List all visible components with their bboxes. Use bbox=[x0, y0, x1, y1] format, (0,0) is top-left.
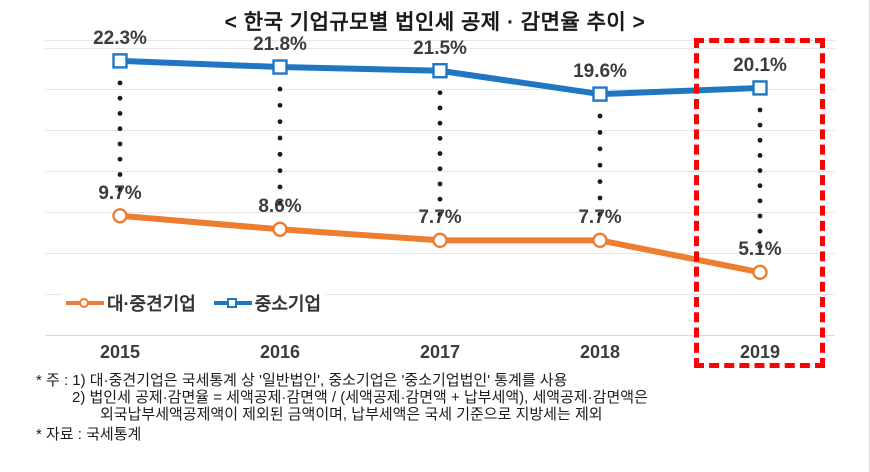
x-axis-tick-label: 2018 bbox=[579, 342, 621, 362]
data-point-marker[interactable] bbox=[432, 63, 448, 79]
data-point-marker[interactable] bbox=[432, 232, 448, 249]
footnote-source: * 자료 : 국세통계 bbox=[36, 426, 142, 443]
data-label: 21.8% bbox=[253, 34, 307, 56]
legend: 대·중견기업 중소기업 bbox=[62, 289, 326, 317]
data-point-marker[interactable] bbox=[752, 264, 768, 281]
x-axis-tick-label: 2016 bbox=[259, 342, 301, 362]
x-axis-tick-label: 2015 bbox=[99, 342, 141, 362]
data-label: 8.6% bbox=[258, 196, 302, 218]
page-title: < 한국 기업규모별 법인세 공제 · 감면율 추이 > bbox=[224, 11, 646, 34]
legend-label: 중소기업 bbox=[254, 294, 322, 314]
legend-marker-circle-icon bbox=[66, 296, 104, 310]
data-point-marker[interactable] bbox=[272, 221, 288, 237]
gridline bbox=[45, 130, 835, 131]
data-label: 5.1% bbox=[738, 239, 782, 261]
data-point-marker[interactable] bbox=[112, 208, 128, 224]
x-axis-tick-label: 2019 bbox=[739, 342, 781, 362]
gridline bbox=[45, 253, 835, 254]
data-point-marker[interactable] bbox=[272, 59, 288, 75]
gridline bbox=[45, 171, 835, 172]
x-axis-tick-label: 2017 bbox=[419, 342, 461, 362]
legend-item-large-mid[interactable]: 대·중견기업 bbox=[66, 290, 196, 316]
legend-marker-square-icon bbox=[213, 296, 252, 310]
data-label: 19.6% bbox=[573, 61, 627, 83]
x-axis-line bbox=[45, 335, 835, 336]
data-label: 9.7% bbox=[98, 182, 142, 204]
data-label: 22.3% bbox=[93, 27, 147, 49]
series-lines bbox=[112, 53, 768, 281]
gridline bbox=[45, 48, 835, 49]
gridline bbox=[45, 89, 835, 90]
x-axis: 2015 2016 2017 2018 2019 bbox=[45, 340, 835, 366]
data-point-marker[interactable] bbox=[592, 86, 608, 102]
data-label: 7.7% bbox=[578, 207, 622, 229]
data-label: 7.7% bbox=[418, 207, 462, 229]
gridline bbox=[45, 294, 835, 295]
footnote-line: * 주 : 1) 대·중견기업은 국세통계 상 '일반법인', 중소기업은 '중… bbox=[36, 372, 568, 389]
footnote-line: 2) 법인세 공제·감면율 = 세액공제·감면액 / (세액공제·감면액 + 납… bbox=[72, 389, 648, 406]
data-point-marker[interactable] bbox=[592, 232, 608, 249]
legend-label: 대·중견기업 bbox=[107, 294, 196, 314]
footnote-line: 외국납부세액공제액이 제외된 금액이며, 납부세액은 국세 기준으로 지방세는 … bbox=[100, 406, 603, 423]
data-point-marker[interactable] bbox=[112, 53, 128, 69]
footnotes: * 주 : 1) 대·중견기업은 국세통계 상 '일반법인', 중소기업은 '중… bbox=[36, 372, 856, 443]
data-point-marker[interactable] bbox=[752, 80, 768, 96]
legend-item-sme[interactable]: 중소기업 bbox=[213, 290, 322, 316]
data-label: 20.1% bbox=[733, 54, 787, 76]
data-label: 21.5% bbox=[413, 37, 467, 59]
gridline bbox=[45, 40, 835, 41]
